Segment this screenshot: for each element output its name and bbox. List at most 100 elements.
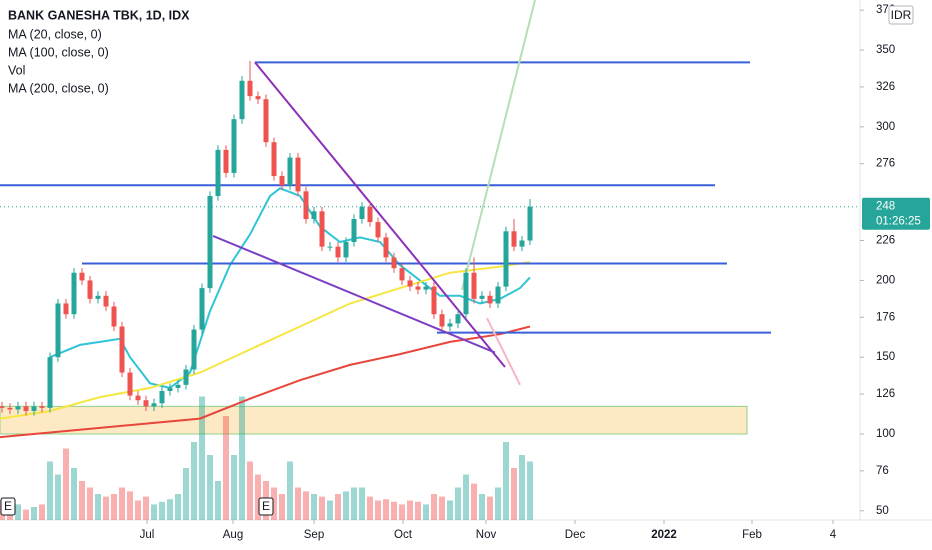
x-tick-label: Feb [742,529,762,541]
y-tick-label: 76 [876,465,889,477]
volume-bar [223,416,229,520]
candle-body [271,142,277,176]
candle-body [63,303,69,315]
candle-body [423,286,429,290]
volume-bar [55,474,61,520]
candle-body [167,387,173,391]
candle-body [95,295,101,299]
candle-body [367,206,373,223]
candle-body [391,257,397,269]
candle-body [351,218,357,243]
volume-bar [423,504,429,520]
volume-bar [119,487,125,520]
candle-body [191,329,197,370]
volume-bar [503,442,509,520]
candle-body [223,149,229,173]
candle-body [455,314,461,324]
volume-bar [463,474,469,520]
ma-line [49,187,531,389]
event-marker[interactable]: E [258,497,274,516]
volume-bar [399,504,405,520]
candle-body [55,303,61,358]
candle-body [151,403,157,407]
plot-area [0,0,860,520]
candle-body [207,195,213,289]
chart-title: BANK GANESHA TBK, 1D, IDX [8,8,190,22]
candle-body [415,286,421,290]
y-tick-label: 100 [876,428,895,440]
candle-body [175,384,181,388]
axes: 50 76 100 126 150 176 200 226 276 300 326 350 376 Jul… [140,4,930,541]
volume-bar [279,494,285,520]
volume-bar [247,461,253,520]
volume-bar [31,507,37,520]
volume-bar [391,501,397,520]
candle-body [431,286,437,315]
ma-line [0,325,531,439]
candle-body [527,206,533,241]
volume-bar [255,474,261,520]
event-marker[interactable]: E [0,497,16,516]
volume-bar [375,500,381,520]
candle-body [399,268,405,281]
event-box[interactable] [0,497,16,516]
event-box[interactable] [258,497,274,516]
candle-body [487,295,493,304]
x-tick-label: Aug [223,529,243,541]
candle-body [311,211,317,219]
volume-bar [471,483,477,520]
y-tick-label: 176 [876,311,895,323]
event-label[interactable]: E [4,499,12,513]
volume-bar [175,494,181,520]
currency-label[interactable]: IDR [891,8,912,22]
candle-body [383,237,389,258]
candle-body [319,211,325,247]
candle-body [287,157,293,186]
candle-body [407,280,413,287]
candle-body [143,400,149,407]
x-tick-label: Sep [304,529,324,541]
volume-bar [199,396,205,520]
volume-bar [415,501,421,520]
volume-bar [63,448,69,520]
volume-bar [87,487,93,520]
volume-bar [511,468,517,520]
volume-bar [447,500,453,520]
indicator-label: MA (200, close, 0) [8,81,109,95]
volume-bar [167,499,173,520]
candle-body [103,295,109,307]
candle-body [439,314,445,327]
volume-bar [431,494,437,520]
indicator-label: Vol [8,63,25,77]
candle-body [79,272,85,281]
volume-bar [479,494,485,520]
candle-body [239,80,245,120]
currency-box[interactable] [888,5,914,25]
volume-bar [287,461,293,520]
volume-bar [327,500,333,520]
candle-body [447,323,453,327]
volume-bar [143,496,149,520]
candle-body [111,306,117,327]
legend: BANK GANESHA TBK, 1D, IDX MA (20, close,… [8,8,190,95]
volume-bar [271,487,277,520]
volume-bar [335,494,341,520]
candle-body [303,191,309,219]
x-tick-label: Oct [394,529,413,541]
volume-bar [487,496,493,520]
candle-body [255,96,261,100]
volume-bar [367,496,373,520]
volume-bar [303,491,309,520]
volume-bar [39,504,45,520]
volume-bar [183,468,189,520]
candle-body [375,222,381,238]
volume-bar [519,455,525,520]
volume-bar [455,487,461,520]
candle-body [127,372,133,396]
event-label[interactable]: E [262,499,270,513]
volume-bar [343,491,349,520]
volume-bar [95,494,101,520]
volume-bar [127,491,133,520]
candle-body [327,246,333,248]
